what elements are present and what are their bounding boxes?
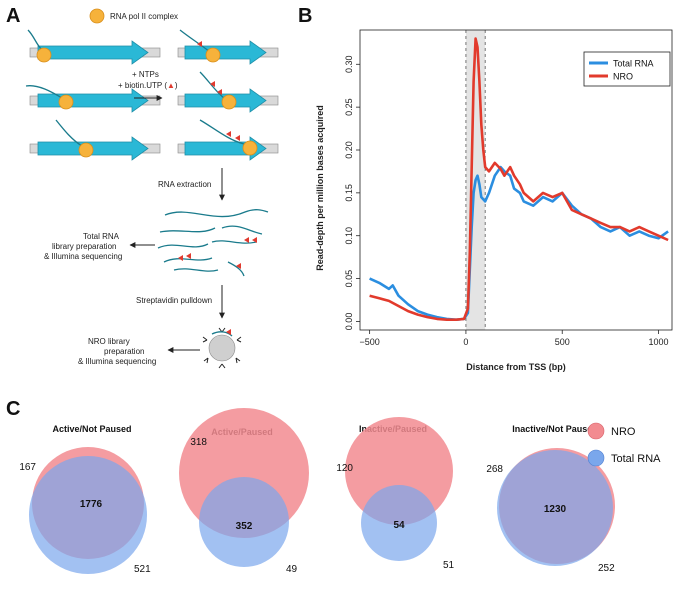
- venn-circle-total: [29, 456, 147, 574]
- x-tick-label: 1000: [649, 337, 669, 347]
- legend-total-swatch: [587, 449, 605, 467]
- x-tick-label: −500: [359, 337, 379, 347]
- venn-group: Active/Paused35231849: [179, 408, 309, 575]
- plot-frame: [359, 29, 673, 331]
- y-axis-title: Read-depth per million bases acquired: [315, 105, 325, 271]
- nro-line1: NRO library: [88, 337, 130, 346]
- venn-circle-total: [361, 485, 437, 561]
- venn-group: Inactive/Not Paused 1230 268 252: [486, 424, 615, 574]
- total-rna-line2: library preparation: [52, 242, 116, 251]
- legend-label: Total RNA: [613, 59, 654, 69]
- y-tick-label: 0.00: [344, 313, 354, 331]
- series-line-total-rna: [369, 165, 669, 321]
- step-pulldown: Streptavidin pulldown: [136, 296, 212, 305]
- y-tick-label: 0.15: [344, 184, 354, 202]
- total-rna-line1: Total RNA: [83, 232, 120, 241]
- biotin-marks: [178, 237, 257, 269]
- gene-left-2: [25, 85, 161, 113]
- rna-strands: [157, 209, 269, 277]
- venn-title: Active/Not Paused: [52, 424, 131, 434]
- panel-b-letter: B: [298, 5, 312, 27]
- venn-nro-only-count: 268: [486, 464, 503, 475]
- gene-right-3: [177, 119, 279, 161]
- venn-nro-only-count: 120: [336, 463, 353, 474]
- line-chart: −500 0 500 1000 0.00 0.05 0.10 0.15 0.20 0.25 0.30…: [315, 29, 673, 372]
- pol-legend-label: RNA pol II complex: [110, 12, 178, 21]
- gene-right-2: [177, 71, 279, 113]
- nro-line3: & Illumina sequencing: [78, 357, 156, 366]
- y-tick-label: 0.30: [344, 56, 354, 74]
- venn-circle-total: [497, 450, 613, 566]
- panel-a-letter: A: [6, 5, 20, 27]
- venn-group: Inactive/Paused5412051: [336, 417, 455, 571]
- nro-line2: preparation: [104, 347, 144, 356]
- venn-total-only-count: 51: [443, 560, 455, 571]
- series-line-nro: [369, 37, 669, 321]
- legend-nro-swatch: [587, 422, 605, 440]
- venn-nro-only-count: 167: [19, 462, 36, 473]
- venn-title: Inactive/Not Paused: [512, 424, 598, 434]
- venn-group: Active/Not Paused 1776 167 521: [19, 424, 151, 575]
- gene-left-3: [29, 119, 161, 161]
- y-tick-label: 0.05: [344, 270, 354, 288]
- legend-total-label: Total RNA: [611, 453, 661, 465]
- legend-label: NRO: [613, 72, 633, 82]
- step-rna-extraction: RNA extraction: [158, 180, 211, 189]
- venn-diagrams: Active/Not Paused1776167521Active/Paused…: [19, 408, 615, 575]
- venn-shared-count: 1230: [544, 504, 567, 515]
- venn-shared-count: 1776: [80, 499, 103, 510]
- venn-total-only-count: 521: [134, 564, 151, 575]
- gene-left-1: [27, 29, 161, 65]
- x-tick-label: 500: [555, 337, 570, 347]
- venn-total-only-count: 252: [598, 563, 615, 574]
- panel-c-letter: C: [6, 398, 20, 420]
- streptavidin-bead: [202, 327, 242, 369]
- legend-nro-label: NRO: [611, 426, 636, 438]
- venn-shared-count: 352: [236, 521, 253, 532]
- venn-nro-only-count: 318: [190, 437, 207, 448]
- venn-shared-count: 54: [393, 520, 405, 531]
- venn-circle-total: [199, 477, 289, 567]
- chart-legend: [583, 51, 671, 87]
- gene-right-1: [177, 29, 279, 65]
- venn-total-only-count: 49: [286, 564, 298, 575]
- total-rna-line3: & Illumina sequencing: [44, 252, 122, 261]
- y-tick-label: 0.10: [344, 227, 354, 245]
- pol-legend-icon: [89, 8, 105, 24]
- reagents-line1: + NTPs: [132, 70, 159, 79]
- y-tick-label: 0.20: [344, 141, 354, 159]
- x-tick-label: 0: [463, 337, 468, 347]
- x-axis-title: Distance from TSS (bp): [466, 362, 566, 372]
- y-tick-label: 0.25: [344, 98, 354, 116]
- reagents-line2: + biotin.UTP (▲): [118, 81, 178, 90]
